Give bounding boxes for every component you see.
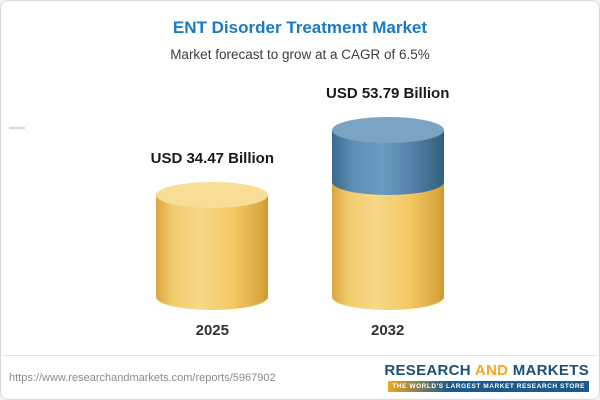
category-label-2025: 2025 [195,322,229,339]
cylinder-top-blue [331,117,444,143]
bar-group-2025: USD 34.47 Billion 2025 [151,150,274,339]
value-label-2032: USD 53.79 Billion [326,85,450,102]
logo-word-and: AND [474,362,509,379]
logo-tagline: THE WORLD'S LARGEST MARKET RESEARCH STOR… [388,381,589,392]
cylinder-top-gold [156,181,269,208]
chart-subtitle: Market forecast to grow at a CAGR of 6.5… [170,47,430,62]
footer-bar: https://www.researchandmarkets.com/repor… [1,355,599,399]
logo-word-markets: MARKETS [508,362,589,379]
cylinder-bar-2025 [156,181,269,310]
report-url-link[interactable]: https://www.researchandmarkets.com/repor… [9,371,276,384]
value-label-2025: USD 34.47 Billion [150,149,274,167]
cylinder-body-gold [156,194,269,310]
logo-wordmark: RESEARCH AND MARKETS [384,363,589,378]
category-label-2032: 2032 [371,322,405,339]
research-and-markets-logo: RESEARCH AND MARKETS THE WORLD'S LARGEST… [384,363,589,392]
chart-title: ENT Disorder Treatment Market [172,18,428,37]
axis-tick [9,127,25,129]
chart-area: USD 34.47 Billion 2025 USD 53.79 Billion… [1,85,599,339]
cylinder-bar-2032 [331,117,444,310]
bar-group-2032: USD 53.79 Billion 2032 [326,85,449,339]
logo-word-research: RESEARCH [384,362,475,379]
